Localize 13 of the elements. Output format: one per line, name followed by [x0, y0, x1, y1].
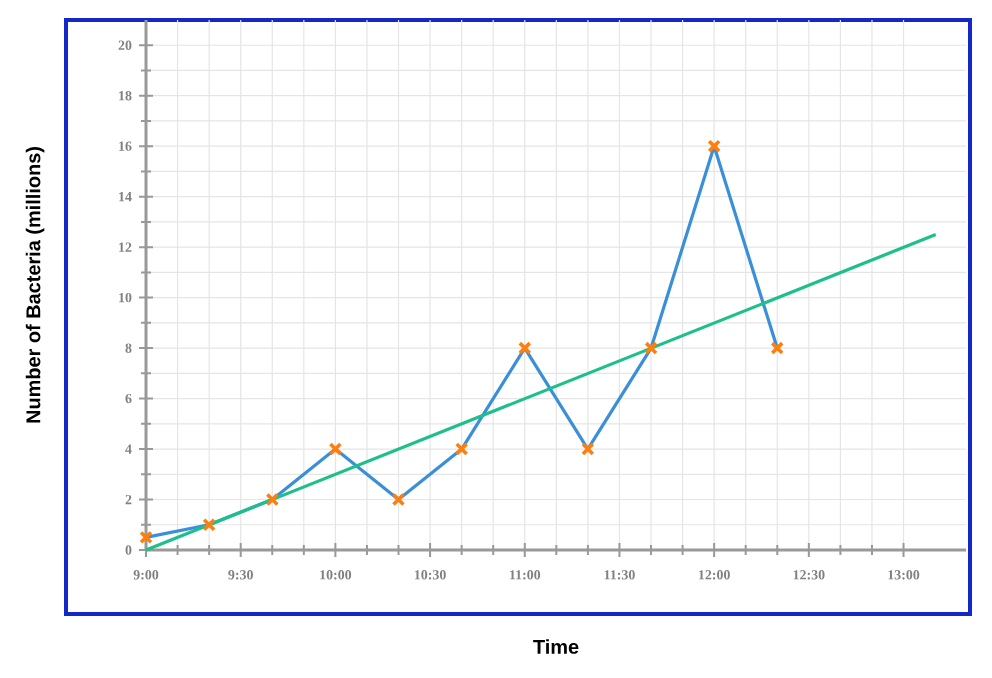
point [202, 518, 216, 532]
point [328, 442, 343, 456]
y-axis-title: Number of Bacteria (millions) [25, 147, 45, 423]
point [770, 341, 784, 355]
point [391, 492, 406, 507]
point [707, 139, 721, 153]
point [644, 341, 658, 355]
point [265, 492, 280, 507]
point [139, 530, 153, 545]
point [454, 442, 469, 456]
x-axis-title: Time [533, 639, 579, 654]
point [518, 341, 532, 355]
point [581, 442, 595, 456]
